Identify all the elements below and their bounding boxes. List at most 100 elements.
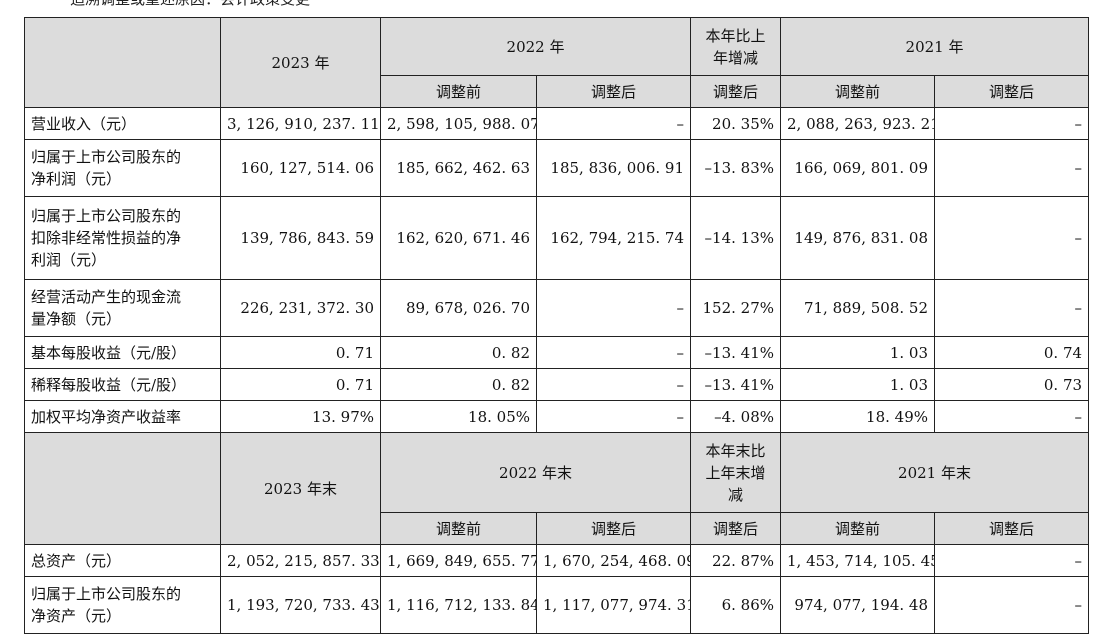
cell-2023: 139, 786, 843. 59 — [220, 196, 381, 280]
table-caption: 追溯调整或重述原因：会计政策变更 — [70, 0, 310, 9]
cell-2023: 1, 193, 720, 733. 43 — [220, 576, 381, 634]
cell-2022-after: – — [535, 107, 692, 140]
cell-2022-before: 0. 82 — [380, 368, 537, 401]
cell-change: 152. 27% — [690, 279, 782, 337]
cell-2021-before: 974, 077, 194. 48 — [780, 576, 936, 634]
row-label-line: 归属于上市公司股东的 — [31, 585, 182, 603]
header-row-1b: 调整前 调整后 调整后 调整前 调整后 — [25, 75, 1090, 108]
cell-2021-after: – — [934, 279, 1090, 337]
cell-2022-before: 185, 662, 462. 63 — [380, 139, 537, 197]
cell-2022-after: 1, 117, 077, 974. 31 — [535, 576, 692, 634]
header-2021-after: 调整后 — [934, 75, 1090, 108]
table-row: 基本每股收益（元/股） 0. 71 0. 82 – –13. 41% 1. 03… — [24, 336, 1090, 369]
cell-2022-before: 1, 116, 712, 133. 84 — [380, 576, 537, 634]
cell-2021-after: 0. 73 — [934, 368, 1090, 401]
row-label: 基本每股收益（元/股） — [24, 336, 221, 369]
header-row-2a: 2023 年末 2022 年末 本年末比 上年末增 减 2021 年末 — [24, 432, 1090, 545]
cell-2022-before: 1, 669, 849, 655. 77 — [380, 544, 537, 577]
cell-2023: 13. 97% — [220, 400, 381, 433]
header-change-end-after: 调整后 — [690, 512, 782, 545]
cell-2021-before: 149, 876, 831. 08 — [780, 196, 936, 280]
table-row: 归属于上市公司股东的 净资产（元） 1, 193, 720, 733. 43 1… — [24, 576, 1090, 634]
cell-2021-after: – — [934, 576, 1090, 634]
header-row-1a: 2023 年 2022 年 本年比上 年增减 2021 年 — [24, 17, 1090, 108]
row-label: 归属于上市公司股东的 净利润（元） — [24, 139, 221, 197]
table-row: 加权平均净资产收益率 13. 97% 18. 05% – –4. 08% 18.… — [24, 400, 1090, 433]
header-2021-end: 2021 年末 — [780, 432, 1090, 513]
header-blank-1 — [24, 17, 221, 108]
financial-data-table: 2023 年 2022 年 本年比上 年增减 2021 年 调整前 调整后 调整… — [24, 17, 1090, 634]
cell-2023: 2, 052, 215, 857. 33 — [220, 544, 381, 577]
row-label: 总资产（元） — [24, 544, 221, 577]
header-2021-end-before: 调整前 — [780, 512, 936, 545]
cell-change: –13. 83% — [690, 139, 782, 197]
header-change-end: 本年末比 上年末增 减 — [690, 432, 782, 513]
cell-2023: 160, 127, 514. 06 — [220, 139, 381, 197]
row-label-line: 稀释每股收益（元/股） — [31, 375, 187, 394]
header-2022: 2022 年 — [379, 17, 692, 76]
row-label-line: 营业收入（元） — [31, 114, 137, 133]
header-2022-end-before: 调整前 — [380, 512, 537, 545]
table-row: 总资产（元） 2, 052, 215, 857. 33 1, 669, 849,… — [24, 544, 1090, 577]
row-label-line: 利润（元） — [31, 251, 107, 269]
header-2021-before: 调整前 — [780, 75, 936, 108]
cell-2021-after: – — [934, 544, 1090, 577]
header-change-after: 调整后 — [690, 75, 782, 108]
table-row: 归属于上市公司股东的 净利润（元） 160, 127, 514. 06 185,… — [24, 139, 1090, 197]
header-row-2b: 调整前 调整后 调整后 调整前 调整后 — [25, 512, 1090, 545]
row-label: 加权平均净资产收益率 — [24, 400, 221, 433]
row-label: 归属于上市公司股东的 扣除非经常性损益的净 利润（元） — [24, 196, 221, 280]
header-change-end-line-3: 减 — [728, 485, 744, 504]
row-label: 营业收入（元） — [24, 107, 221, 140]
cell-2021-before: 18. 49% — [780, 400, 936, 433]
cell-2022-after: – — [535, 400, 692, 433]
header-2021-end-after: 调整后 — [934, 512, 1090, 545]
row-label-line: 加权平均净资产收益率 — [31, 407, 182, 426]
row-label-line: 总资产（元） — [31, 551, 122, 570]
cell-2021-before: 1. 03 — [780, 368, 936, 401]
header-2023-end: 2023 年末 — [220, 432, 381, 545]
row-label: 稀释每股收益（元/股） — [24, 368, 221, 401]
header-2023: 2023 年 — [220, 17, 381, 108]
header-change-line-1: 本年比上 — [705, 26, 766, 45]
cell-2021-before: 2, 088, 263, 923. 21 — [780, 107, 936, 140]
cell-2022-after: – — [535, 368, 692, 401]
row-label-line: 基本每股收益（元/股） — [31, 343, 187, 362]
table-row: 营业收入（元） 3, 126, 910, 237. 11 2, 598, 105… — [24, 107, 1090, 140]
cell-2021-before: 1. 03 — [780, 336, 936, 369]
row-label-line: 净利润（元） — [31, 170, 122, 188]
header-change-end-line-2: 上年末增 — [705, 463, 766, 482]
cell-change: –13. 41% — [690, 336, 782, 369]
cell-2022-after: – — [535, 336, 692, 369]
header-blank-2 — [24, 432, 221, 545]
row-label: 归属于上市公司股东的 净资产（元） — [24, 576, 221, 634]
cell-2021-before: 1, 453, 714, 105. 45 — [780, 544, 936, 577]
row-label: 经营活动产生的现金流 量净额（元） — [24, 279, 221, 337]
cell-2021-after: 0. 74 — [934, 336, 1090, 369]
table-row: 归属于上市公司股东的 扣除非经常性损益的净 利润（元） 139, 786, 84… — [24, 196, 1090, 280]
table-row: 稀释每股收益（元/股） 0. 71 0. 82 – –13. 41% 1. 03… — [24, 368, 1090, 401]
row-label-line: 归属于上市公司股东的 — [31, 207, 182, 225]
cell-2022-before: 2, 598, 105, 988. 07 — [380, 107, 537, 140]
cell-2021-after: – — [934, 107, 1090, 140]
header-change-line-2: 年增减 — [713, 48, 759, 67]
cell-2022-before: 89, 678, 026. 70 — [380, 279, 537, 337]
cell-2023: 226, 231, 372. 30 — [220, 279, 381, 337]
table-row: 经营活动产生的现金流 量净额（元） 226, 231, 372. 30 89, … — [24, 279, 1090, 337]
cell-change: –14. 13% — [690, 196, 782, 280]
cell-2021-after: – — [934, 196, 1090, 280]
cell-2022-after: – — [535, 279, 692, 337]
header-change-end-line-1: 本年末比 — [705, 441, 766, 460]
header-change: 本年比上 年增减 — [690, 17, 782, 76]
row-label-line: 归属于上市公司股东的 — [31, 148, 182, 166]
header-2022-end: 2022 年末 — [379, 432, 692, 513]
cell-2023: 3, 126, 910, 237. 11 — [220, 107, 381, 140]
row-label-line: 经营活动产生的现金流 — [31, 288, 182, 306]
row-label-line: 量净额（元） — [31, 310, 122, 328]
cell-2021-after: – — [934, 139, 1090, 197]
cell-change: 22. 87% — [690, 544, 782, 577]
cell-2022-after: 185, 836, 006. 91 — [535, 139, 692, 197]
cell-change: 20. 35% — [690, 107, 782, 140]
row-label-line: 扣除非经常性损益的净 — [31, 229, 182, 247]
cell-2022-before: 162, 620, 671. 46 — [380, 196, 537, 280]
